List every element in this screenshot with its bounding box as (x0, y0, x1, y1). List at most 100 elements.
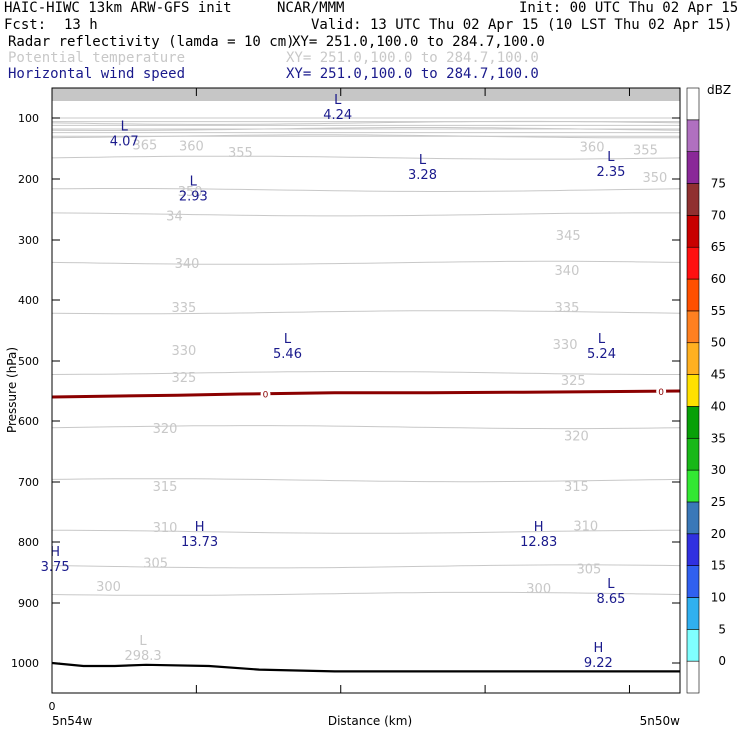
colorbar-level-label: 30 (711, 463, 726, 477)
theta-contour-340 (52, 212, 680, 217)
colorbar-swatch (686, 215, 700, 248)
x-axis-label: Distance (km) (328, 714, 412, 728)
forecast-label: Fcst: (4, 17, 47, 33)
colorbar-swatch (686, 406, 700, 439)
theta-label: 340 (555, 264, 580, 279)
theta-label: 34 (166, 209, 183, 224)
theta-label: 360 (179, 139, 204, 154)
field-reflectivity-name: Radar reflectivity (lamda = 10 cm) (8, 34, 295, 50)
top-shading (52, 88, 680, 101)
y-tick-label: 900 (18, 597, 39, 610)
terrain-line (52, 661, 680, 673)
wind-extremum-low: L (419, 153, 427, 168)
field-theta-xy: XY= 251.0,100.0 to 284.7,100.0 (286, 50, 539, 66)
theta-contour-310 (52, 529, 680, 534)
organization-label: NCAR/MMM (277, 0, 345, 16)
colorbar-level-label: 15 (711, 559, 726, 573)
y-tick-label: 200 (18, 173, 39, 186)
theta-contour-335 (52, 260, 680, 265)
theta-label: 335 (555, 301, 580, 316)
field-wind-name: Horizontal wind speed (8, 66, 186, 82)
colorbar-level-label: 35 (711, 431, 726, 445)
theta-label: 315 (564, 480, 589, 495)
wind-extremum-low: L (284, 332, 292, 347)
wind-extremum-value: 13.73 (181, 535, 218, 550)
colorbar-level-label: 45 (711, 368, 726, 382)
colorbar-level-label: 25 (711, 495, 726, 509)
wind-extremum-value: 3.28 (408, 168, 437, 183)
theta-contour-305 (52, 564, 680, 569)
theta-label: 325 (561, 374, 586, 389)
wind-extremum-value: 5.46 (273, 347, 302, 362)
theta-contour-320 (52, 425, 680, 430)
theta-label: 310 (573, 520, 598, 535)
x-start-tick-label: 0 (49, 700, 56, 713)
theta-label: 300 (526, 582, 551, 597)
wind-extremum-low: L (121, 119, 129, 134)
theta-label: 305 (577, 563, 602, 578)
theta-label: 320 (564, 430, 589, 445)
colorbar-swatch (686, 310, 700, 344)
colorbar-level-label: 65 (711, 240, 726, 254)
colorbar-level-label: 75 (711, 177, 726, 191)
theta-label: 305 (143, 557, 168, 572)
theta-contour-330 (52, 310, 680, 315)
colorbar-level-label: 20 (711, 527, 726, 541)
wind-extremum-value: 3.75 (41, 560, 70, 575)
theta-label: 330 (171, 344, 196, 359)
theta-label: 325 (171, 371, 196, 386)
wind-extremum-value: 4.07 (110, 134, 139, 149)
y-tick-label: 100 (18, 112, 39, 125)
colorbar-swatch (686, 660, 700, 694)
theta-label: 360 (580, 141, 605, 156)
wind-extremum-low: L (190, 174, 198, 189)
colorbar-swatch (686, 246, 700, 280)
colorbar-swatch (686, 183, 700, 216)
theta-label: 315 (153, 480, 178, 495)
colorbar-swatch (686, 597, 700, 630)
colorbar-swatch (686, 501, 700, 535)
theta-label: 340 (175, 257, 200, 272)
colorbar-swatch (686, 119, 700, 152)
valid-time: Valid: 13 UTC Thu 02 Apr 15 (10 LST Thu … (311, 17, 733, 33)
init-time: Init: 00 UTC Thu 02 Apr 15 (519, 0, 739, 16)
colorbar-swatch (686, 342, 700, 375)
field-wind-xy: XY= 251.0,100.0 to 284.7,100.0 (286, 66, 539, 82)
colorbar-swatch (686, 278, 700, 312)
plot-frame (51, 87, 681, 694)
wind-extremum-high: H (50, 545, 60, 560)
reflectivity-0-dbz-line (52, 389, 680, 399)
colorbar-swatch (686, 565, 700, 598)
y-tick-label: 300 (18, 234, 39, 247)
wind-extremum-value: 5.24 (587, 347, 616, 362)
wind-extremum-low: L (607, 577, 615, 592)
theta-contour-325 (52, 371, 680, 375)
colorbar-swatch (686, 629, 700, 662)
y-tick-label: 800 (18, 536, 39, 549)
wind-extremum-value: 2.35 (596, 165, 625, 180)
zero-dbz-label: 0 (658, 388, 664, 398)
theta-label: 355 (633, 144, 658, 159)
colorbar-level-label: 50 (711, 336, 726, 350)
zero-label-bg (260, 389, 271, 399)
y-axis-label: Pressure (hPa) (5, 347, 19, 433)
y-tick-label: 500 (18, 355, 39, 368)
theta-label: 335 (171, 301, 196, 316)
wind-extremum-low: L (334, 93, 342, 108)
y-tick-label: 700 (18, 476, 39, 489)
chart-title: HAIC-HIWC 13km ARW-GFS init (4, 0, 232, 16)
colorbar-swatch (686, 374, 700, 407)
wind-extremum-value: 9.22 (584, 656, 613, 671)
theta-extremum-low: L (139, 634, 147, 649)
colorbar-swatch (686, 469, 700, 503)
colorbar-level-label: 70 (711, 208, 726, 222)
y-tick-label: 600 (18, 415, 39, 428)
theta-label: 355 (228, 146, 253, 161)
theta-contour-345 (52, 188, 680, 192)
theta-extremum-value: 298.3 (124, 649, 161, 664)
x-right-label: 5n50w (640, 714, 681, 728)
colorbar-swatch (686, 87, 700, 121)
theta-contour-350 (52, 155, 680, 160)
theta-label: 350 (178, 185, 203, 200)
